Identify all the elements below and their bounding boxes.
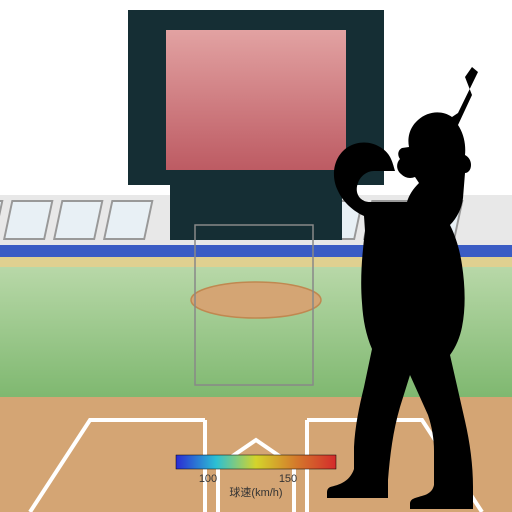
wall-segment xyxy=(54,201,102,239)
legend-tick: 100 xyxy=(199,473,217,485)
wall-segment xyxy=(104,201,152,239)
pitchers-mound xyxy=(191,282,321,318)
scoreboard-screen xyxy=(166,30,346,170)
wall-segment xyxy=(4,201,52,239)
pitch-location-diagram: 100 150 球速(km/h) xyxy=(0,0,512,512)
scoreboard-neck xyxy=(170,185,342,240)
legend-label: 球速(km/h) xyxy=(229,485,282,499)
legend-tick: 150 xyxy=(279,473,297,485)
